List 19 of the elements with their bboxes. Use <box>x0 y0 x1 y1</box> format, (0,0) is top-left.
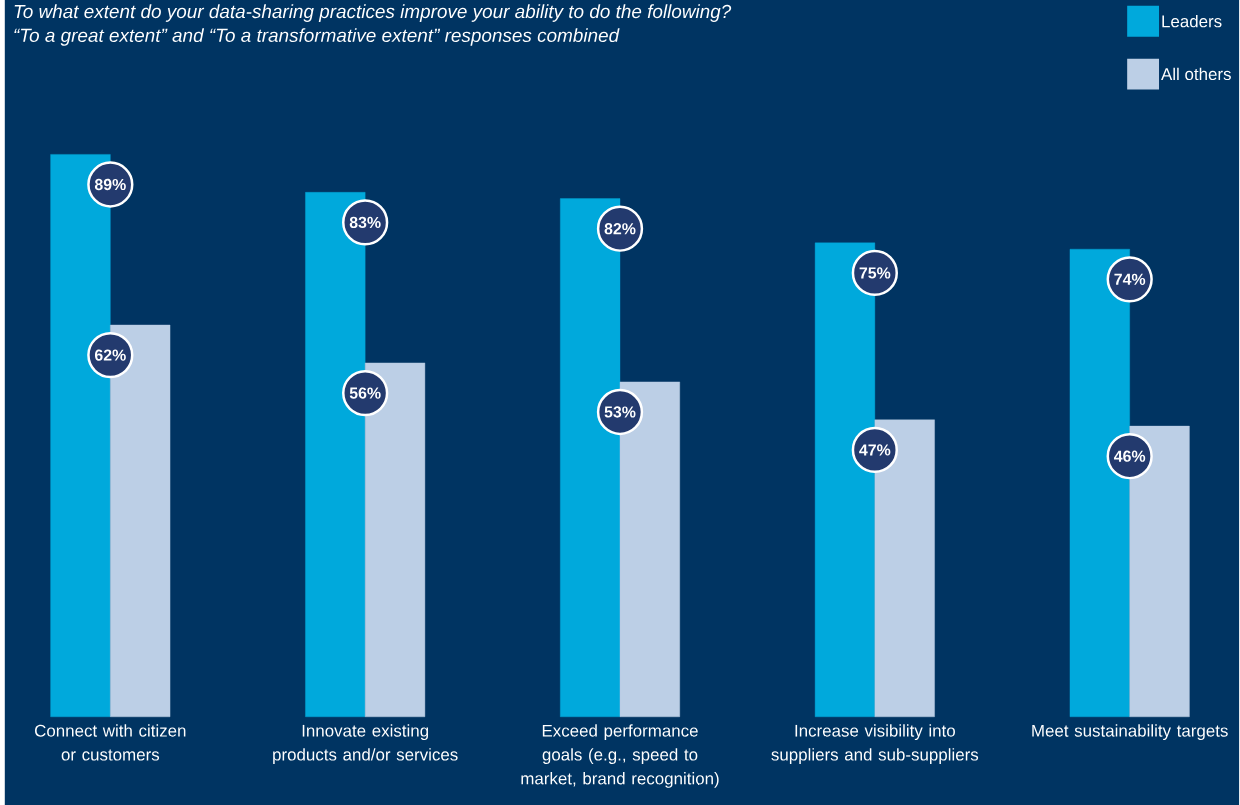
x-tick-label: Innovate existing products and/or services <box>273 724 458 764</box>
data-label: 82% <box>604 222 636 235</box>
data-label: 47% <box>859 444 891 456</box>
data-label: 46% <box>1113 450 1146 462</box>
legend-label: All others <box>1161 67 1231 80</box>
data-label: 56% <box>349 387 381 399</box>
x-tick-label: Connect with citizen or customers <box>35 724 186 761</box>
data-label: 83% <box>349 216 381 228</box>
chart-subtitle: “To a great extent” and “To a transformative extent” responses combined <box>14 27 620 46</box>
x-tick-label: Meet sustainability targets <box>1032 724 1228 740</box>
data-label: 89% <box>94 178 126 190</box>
data-label: 53% <box>604 406 636 418</box>
data-label: 75% <box>859 267 891 279</box>
data-label: 62% <box>94 349 126 361</box>
legend-label: Leaders <box>1162 14 1222 28</box>
data-label: 74% <box>1114 273 1146 285</box>
x-tick-label: Increase visibility into suppliers and sub-suppliers <box>771 724 979 764</box>
chart-title: To what extent do your data-sharing practices improve your ability to do the following? <box>14 4 732 22</box>
x-tick-label: Exceed performance goals (e.g., speed to market, brand recognition) <box>521 724 719 788</box>
